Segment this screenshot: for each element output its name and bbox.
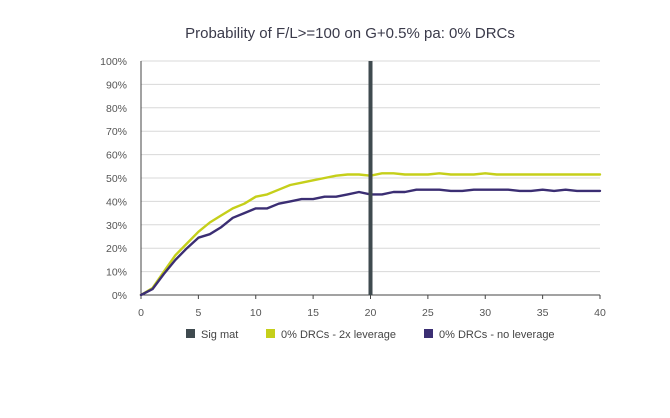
y-tick-label: 10% bbox=[106, 267, 127, 279]
x-tick-label: 5 bbox=[195, 307, 201, 319]
legend-swatch bbox=[266, 329, 275, 338]
chart-title: Probability of F/L>=100 on G+0.5% pa: 0%… bbox=[185, 25, 515, 42]
legend-item: 0% DRCs - no leverage bbox=[424, 329, 555, 341]
x-tick-label: 10 bbox=[250, 307, 262, 319]
x-tick-label: 15 bbox=[307, 307, 319, 319]
y-tick-label: 20% bbox=[106, 243, 127, 255]
x-tick-label: 25 bbox=[422, 307, 434, 319]
x-tick-label: 30 bbox=[479, 307, 491, 319]
y-tick-label: 0% bbox=[112, 290, 127, 302]
x-tick-label: 40 bbox=[594, 307, 606, 319]
y-tick-label: 80% bbox=[106, 103, 127, 115]
legend-item: Sig mat bbox=[186, 329, 238, 341]
y-tick-label: 60% bbox=[106, 150, 127, 162]
x-tick-label: 35 bbox=[537, 307, 549, 319]
legend: Sig mat 0% DRCs - 2x leverage 0% DRCs - no… bbox=[186, 329, 555, 341]
y-tick-label: 50% bbox=[106, 173, 127, 185]
legend-label: 0% DRCs - 2x leverage bbox=[281, 329, 396, 341]
y-tick-label: 30% bbox=[106, 220, 127, 232]
axes: 0% 10% 20% 30% 40% 50% 60% 70% 80% 90% 100% 0 5 10 15 2… bbox=[100, 56, 606, 319]
legend-label: 0% DRCs - no leverage bbox=[439, 329, 555, 341]
x-tick-label: 0 bbox=[138, 307, 144, 319]
y-tick-label: 40% bbox=[106, 196, 127, 208]
y-tick-label: 100% bbox=[100, 56, 127, 68]
legend-swatch bbox=[424, 329, 433, 338]
legend-label: Sig mat bbox=[201, 329, 238, 341]
y-tick-label: 90% bbox=[106, 79, 127, 91]
legend-swatch bbox=[186, 329, 195, 338]
x-tick-label: 20 bbox=[365, 307, 377, 319]
y-tick-label: 70% bbox=[106, 126, 127, 138]
legend-item: 0% DRCs - 2x leverage bbox=[266, 329, 396, 341]
